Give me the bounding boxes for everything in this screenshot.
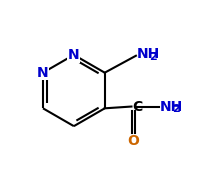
Text: O: O xyxy=(127,134,139,148)
Text: 2: 2 xyxy=(172,104,180,114)
Text: N: N xyxy=(68,48,80,62)
Text: C: C xyxy=(132,100,143,113)
Text: 2: 2 xyxy=(149,52,157,62)
Text: NH: NH xyxy=(160,100,183,113)
Text: N: N xyxy=(37,66,49,80)
Text: NH: NH xyxy=(137,47,160,61)
